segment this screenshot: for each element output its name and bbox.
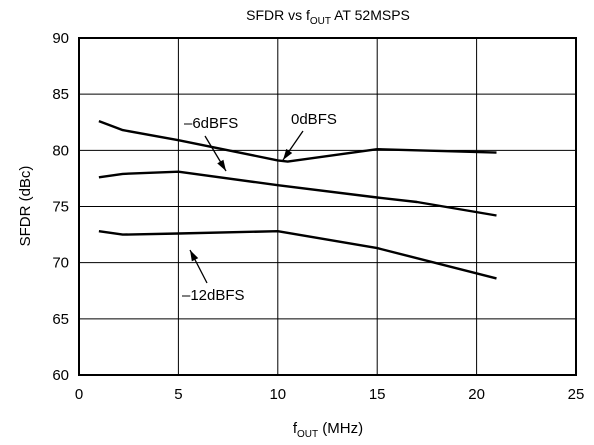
annotation-0dbfs: 0dBFS <box>291 111 337 128</box>
annotation-6dbfs: –6dBFS <box>184 115 238 132</box>
x-axis-label: fOUT (MHz) <box>293 420 363 440</box>
x-tick-label: 15 <box>369 386 386 403</box>
y-tick-label: 90 <box>52 30 69 47</box>
y-tick-label: 75 <box>52 199 69 216</box>
arrow-0dbfs <box>282 130 304 161</box>
x-axis-label-subscript: OUT <box>297 429 318 440</box>
y-tick-label: 60 <box>52 367 69 384</box>
chart-title-subscript: OUT <box>310 16 331 27</box>
x-tick-label: 20 <box>468 386 485 403</box>
y-tick-label: 80 <box>52 142 69 159</box>
x-tick-label: 5 <box>174 386 182 403</box>
series-lines <box>98 119 497 280</box>
chart-title: SFDR vs fOUT AT 52MSPS <box>246 7 410 27</box>
y-axis-label: SFDR (dBc) <box>17 166 34 247</box>
series-line-6dbfs <box>98 170 497 217</box>
plot-frame <box>78 37 577 376</box>
annotation-12dbfs: –12dBFS <box>182 287 245 304</box>
y-tick-label: 85 <box>52 86 69 103</box>
annotation-arrows <box>189 130 304 284</box>
x-tick-labels: 0 5 10 15 20 25 <box>75 386 585 403</box>
arrow-6dbfs <box>204 135 227 172</box>
x-tick-label: 25 <box>568 386 585 403</box>
y-tick-labels: 60 65 70 75 80 85 90 <box>52 30 69 384</box>
arrow-12dbfs <box>189 249 208 284</box>
series-line-12dbfs <box>98 229 497 280</box>
x-tick-label: 10 <box>269 386 286 403</box>
x-tick-label: 0 <box>75 386 83 403</box>
y-tick-label: 65 <box>52 311 69 328</box>
series-line-0dbfs <box>98 119 497 163</box>
grid-lines <box>79 38 576 375</box>
y-tick-label: 70 <box>52 255 69 272</box>
